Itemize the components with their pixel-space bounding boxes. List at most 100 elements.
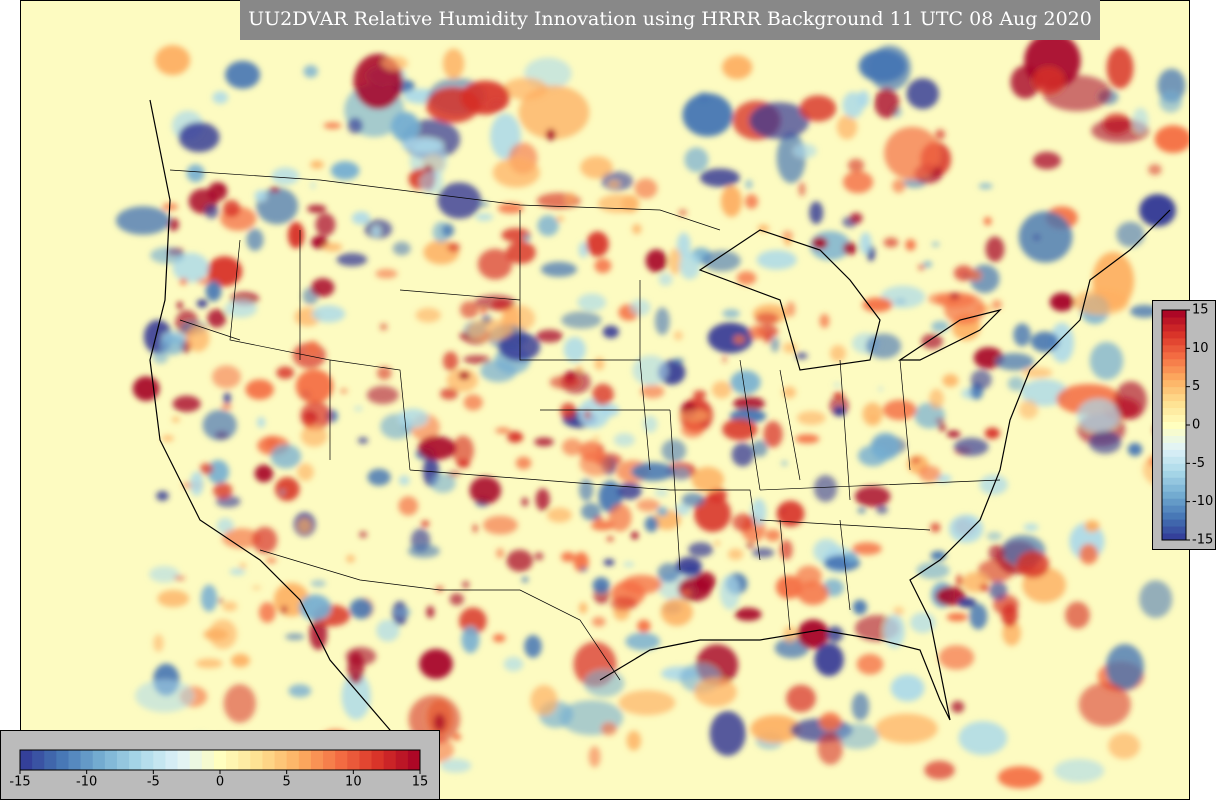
colorbar-segment	[1162, 533, 1186, 541]
field-blob	[381, 55, 408, 71]
field-blob	[203, 628, 229, 641]
field-blob	[755, 312, 780, 325]
field-blob	[1106, 47, 1134, 89]
colorbar-segment	[1162, 386, 1186, 395]
colorbar-segment	[80, 750, 94, 770]
field-blob	[770, 336, 780, 353]
colorbar-tick-label: -5	[1192, 456, 1205, 471]
field-blob	[843, 242, 858, 255]
field-blob	[702, 250, 741, 272]
field-blob	[156, 490, 169, 501]
field-blob	[796, 410, 826, 425]
field-blob	[613, 433, 635, 447]
field-blob	[440, 758, 472, 773]
field-blob	[617, 482, 642, 500]
field-blob	[851, 692, 870, 721]
field-blob	[246, 228, 264, 251]
field-blob	[1001, 603, 1018, 627]
field-blob	[988, 544, 1005, 562]
field-blob	[276, 366, 295, 379]
field-blob	[407, 544, 440, 558]
field-blob	[603, 559, 615, 566]
field-blob	[357, 437, 369, 444]
field-blob	[1016, 551, 1050, 578]
field-blob	[905, 239, 916, 251]
field-blob	[515, 456, 532, 470]
field-blob	[115, 206, 171, 235]
colorbar-segment	[335, 750, 348, 770]
field-blob	[914, 402, 945, 429]
field-blob	[222, 199, 241, 217]
field-blob	[720, 185, 742, 218]
field-blob	[979, 583, 989, 592]
field-blob	[216, 517, 234, 534]
colorbar-segment	[1162, 414, 1186, 423]
field-blob	[989, 581, 1008, 601]
field-blob	[297, 517, 312, 534]
field-blob	[372, 225, 381, 238]
field-blob	[315, 213, 336, 237]
field-blob	[452, 435, 474, 466]
field-blob	[254, 190, 267, 202]
colorbar-segment	[1162, 358, 1186, 367]
field-blob	[775, 575, 803, 599]
colorbar-segment	[1162, 519, 1186, 527]
field-blob	[579, 602, 588, 614]
great-lakes	[698, 229, 881, 371]
field-blob	[447, 242, 461, 253]
field-blob	[442, 351, 459, 371]
field-blob	[229, 568, 246, 576]
field-blob	[160, 334, 186, 355]
field-blob	[951, 700, 965, 713]
field-blob	[1030, 331, 1059, 353]
field-blob	[375, 268, 398, 279]
field-blob	[625, 632, 661, 651]
colorbar-segment	[286, 750, 300, 770]
colorbar-segment	[1162, 463, 1186, 471]
field-blob	[986, 531, 1002, 541]
field-blob	[392, 241, 411, 256]
field-blob	[167, 218, 180, 232]
field-blob	[300, 425, 328, 447]
field-blob	[252, 586, 261, 590]
field-blob	[580, 156, 613, 179]
colorbar-segment	[262, 750, 276, 770]
field-blob	[540, 261, 578, 277]
field-blob	[786, 684, 816, 713]
field-blob	[946, 430, 961, 438]
colorbar-segment	[1162, 498, 1186, 506]
field-blob	[349, 598, 373, 619]
field-blob	[578, 398, 610, 429]
field-blob	[597, 194, 639, 213]
colorbar-segment	[92, 750, 106, 770]
field-blob	[186, 324, 210, 352]
field-blob	[797, 619, 830, 649]
field-blob	[949, 292, 960, 300]
field-blob	[347, 651, 364, 685]
field-blob	[626, 730, 642, 751]
field-blob	[591, 520, 615, 531]
field-blob	[688, 542, 714, 558]
colorbar-segment	[177, 750, 191, 770]
field-blob	[584, 409, 591, 420]
field-blob	[1088, 430, 1122, 454]
field-blob	[347, 117, 363, 134]
field-blob	[196, 299, 208, 308]
field-blob	[463, 355, 491, 365]
field-blob	[882, 399, 917, 421]
colorbar-segment	[1162, 456, 1186, 464]
field-blob	[935, 418, 945, 423]
field-blob	[281, 605, 288, 614]
field-blob	[309, 618, 328, 650]
field-blob	[709, 711, 746, 756]
field-blob	[792, 143, 817, 159]
field-blob	[492, 634, 506, 643]
field-blob	[535, 488, 550, 511]
field-blob	[733, 396, 765, 411]
field-blob	[1054, 758, 1105, 783]
field-blob	[421, 520, 430, 527]
field-blob	[748, 325, 766, 340]
field-blob	[311, 278, 335, 297]
field-blob	[351, 211, 371, 225]
colorbar-segment	[1162, 344, 1186, 353]
